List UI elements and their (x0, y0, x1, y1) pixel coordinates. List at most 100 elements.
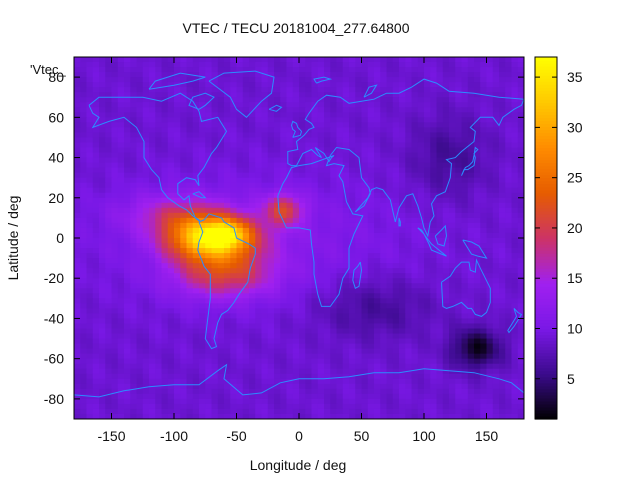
heatmap-cell (336, 207, 344, 214)
heatmap-cell (186, 92, 194, 98)
heatmap-cell (261, 383, 269, 390)
heatmap-cell (417, 232, 425, 239)
heatmap-cell (380, 238, 388, 244)
heatmap-cell (242, 378, 250, 385)
heatmap-cell (261, 117, 269, 123)
heatmap-cell (130, 298, 138, 304)
heatmap-cell (324, 182, 331, 189)
heatmap-cell (99, 72, 106, 78)
heatmap-cell (405, 278, 413, 284)
heatmap-cell (105, 187, 113, 194)
heatmap-cell (330, 232, 338, 239)
heatmap-cell (324, 62, 331, 68)
heatmap-cell (205, 328, 213, 335)
heatmap-cell (436, 182, 444, 189)
heatmap-cell (255, 308, 263, 315)
heatmap-cell (274, 258, 281, 264)
heatmap-cell (161, 112, 169, 118)
heatmap-cell (192, 197, 200, 204)
heatmap-cell (505, 212, 513, 219)
heatmap-cell (167, 62, 175, 68)
heatmap-cell (367, 147, 375, 154)
heatmap-cell (242, 393, 250, 400)
heatmap-cell (461, 147, 469, 154)
heatmap-cell (286, 238, 294, 244)
heatmap-cell (342, 137, 350, 144)
heatmap-cell (330, 172, 338, 179)
heatmap-cell (455, 232, 463, 239)
heatmap-cell (311, 122, 319, 128)
heatmap-cell (430, 97, 438, 103)
heatmap-cell (311, 343, 319, 350)
heatmap-cell (467, 343, 475, 350)
heatmap-cell (74, 393, 81, 400)
heatmap-cell (86, 318, 94, 325)
heatmap-cell (355, 288, 363, 294)
heatmap-cell (336, 303, 344, 309)
heatmap-cell (74, 172, 81, 179)
heatmap-cell (430, 268, 438, 274)
heatmap-cell (411, 202, 419, 209)
heatmap-cell (417, 102, 425, 108)
heatmap-cell (249, 288, 256, 294)
heatmap-cell (205, 157, 213, 164)
heatmap-cell (467, 232, 475, 239)
heatmap-cell (386, 288, 394, 294)
heatmap-cell (136, 238, 144, 244)
heatmap-cell (74, 112, 81, 118)
heatmap-cell (117, 363, 125, 370)
heatmap-cell (511, 383, 519, 390)
heatmap-cell (236, 87, 244, 93)
heatmap-cell (374, 212, 381, 219)
heatmap-cell (299, 253, 306, 259)
heatmap-cell (86, 167, 94, 174)
heatmap-cell (336, 102, 344, 108)
heatmap-cell (305, 72, 313, 78)
heatmap-cell (311, 328, 319, 335)
heatmap-cell (442, 393, 450, 400)
heatmap-cell (236, 298, 244, 304)
heatmap-cell (374, 87, 381, 93)
heatmap-cell (124, 157, 131, 164)
heatmap-cell (142, 217, 150, 224)
heatmap-cell (511, 62, 519, 68)
heatmap-cell (180, 62, 188, 68)
heatmap-cell (74, 92, 81, 98)
heatmap-cell (74, 378, 81, 385)
heatmap-cell (292, 177, 300, 184)
heatmap-cell (80, 313, 88, 320)
heatmap-cell (361, 112, 369, 118)
heatmap-cell (199, 268, 206, 274)
heatmap-cell (155, 373, 163, 380)
heatmap-cell (424, 373, 431, 380)
heatmap-cell (267, 62, 275, 68)
heatmap-cell (411, 172, 419, 179)
heatmap-cell (155, 318, 163, 325)
heatmap-cell (230, 82, 238, 88)
heatmap-cell (161, 393, 169, 400)
heatmap-cell (261, 308, 269, 315)
heatmap-cell (167, 353, 175, 360)
heatmap-cell (149, 92, 156, 98)
heatmap-cell (511, 122, 519, 128)
heatmap-cell (486, 273, 494, 279)
heatmap-cell (317, 207, 325, 214)
heatmap-cell (105, 167, 113, 174)
heatmap-cell (161, 358, 169, 365)
heatmap-cell (211, 303, 219, 309)
heatmap-cell (380, 107, 388, 113)
heatmap-cell (417, 92, 425, 98)
heatmap-cell (205, 127, 213, 134)
heatmap-cell (230, 67, 238, 73)
heatmap-cell (261, 192, 269, 199)
heatmap-cell (449, 167, 456, 174)
heatmap-cell (424, 192, 431, 199)
heatmap-cell (299, 192, 306, 199)
heatmap-cell (80, 373, 88, 380)
heatmap-cell (392, 67, 400, 73)
heatmap-cell (74, 107, 81, 113)
heatmap-cell (117, 373, 125, 380)
heatmap-cell (349, 303, 356, 309)
heatmap-cell (336, 343, 344, 350)
heatmap-cell (386, 187, 394, 194)
